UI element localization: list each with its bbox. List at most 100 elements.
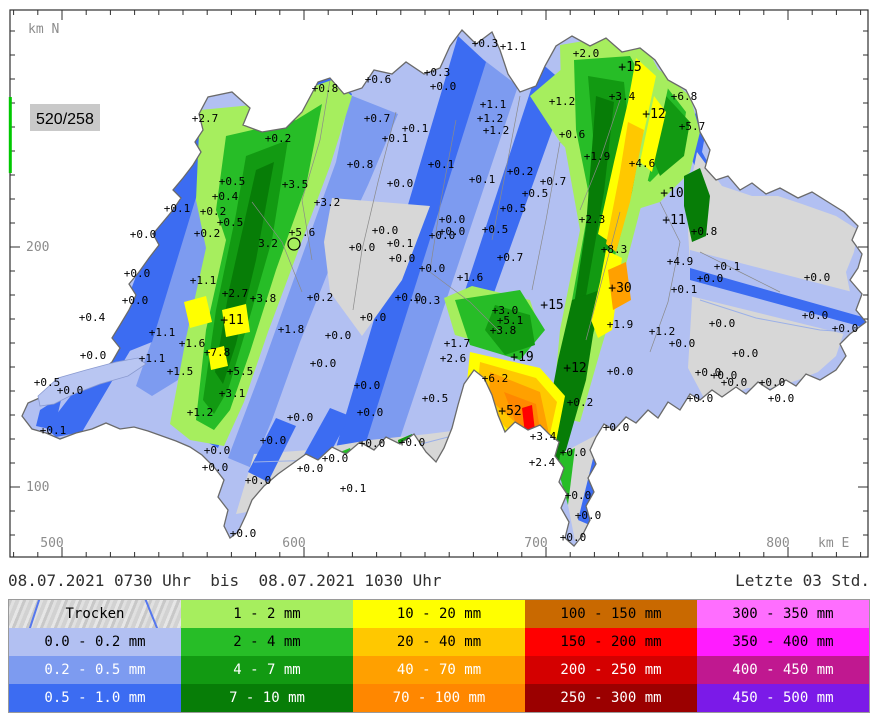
polyline-shape [579,99,621,211]
station-value: +1.1 [500,40,527,53]
legend-label: 2 - 4 mm [233,634,301,650]
y-axis-unit: km N [28,22,59,37]
station-value: +0.0 [230,527,257,540]
station-value: +1.9 [584,150,611,163]
legend-label: 0.5 - 1.0 mm [44,690,146,706]
legend-label: 10 - 20 mm [396,606,482,622]
polyline-shape [531,141,561,291]
time-period-line: 08.07.2021 0730 Uhr bis 08.07.2021 1030 … [8,571,870,590]
station-value: +0.0 [695,366,722,379]
station-value: +0.2 [307,291,334,304]
legend-label: Trocken [65,606,125,622]
station-value: +0.0 [354,379,381,392]
station-value: +0.0 [387,177,414,190]
station-value: +0.8 [691,225,718,238]
polygon-shape [36,396,62,430]
station-value: +1.2 [483,124,510,137]
station-value: +0.0 [430,80,457,93]
legend-cell-3-2: 200 - 250 mm [525,656,697,684]
legend-label: 20 - 40 mm [396,634,482,650]
station-values-layer: +2.7+0.2+0.8+0.6+0.3+0.0+0.3 +1.1+0.7+0.1… [34,37,859,544]
station-value: +0.0 [732,347,759,360]
legend-label: 1 - 2 mm [233,606,301,622]
legend-label: 4 - 7 mm [233,662,301,678]
station-value: +12 [563,361,586,376]
station-value: +0.1 [382,132,409,145]
legend-cell-0-0: Trocken [9,600,181,628]
station-value: +3.1 [219,387,246,400]
station-value: +3.8 [490,324,517,337]
legend-label: 0.0 - 0.2 mm [44,634,146,650]
legend-cell-3-1: 150 - 200 mm [525,628,697,656]
station-value: +3.2 [314,196,341,209]
station-value: +19 [510,350,533,365]
station-value: +0.1 [387,237,414,250]
legend-label: 400 - 450 mm [732,662,834,678]
legend-label: 300 - 350 mm [732,606,834,622]
station-value: +0.0 [832,322,859,335]
station-value: +0.6 [559,128,586,141]
station-value: +1.6 [457,271,484,284]
station-value: +0.6 [365,73,392,86]
station-value: +2.0 [573,47,600,60]
polygon-shape [608,262,631,310]
station-value: +0.0 [297,462,324,475]
station-value: +0.0 [245,474,272,487]
station-value: +0.5 [500,202,527,215]
station-circle-marker [287,237,301,251]
station-value: +0.3 [414,294,441,307]
legend-cell-4-0: 300 - 350 mm [697,600,869,628]
polygon-shape [485,305,535,355]
station-value: +0.0 [759,376,786,389]
station-value: +0.0 [202,461,229,474]
station-value: +0.1 [402,122,429,135]
legend-cell-2-2: 40 - 70 mm [353,656,525,684]
station-value: +0.1 [469,173,496,186]
station-value: +0.2 [200,205,227,218]
legend-cell-1-3: 7 - 10 mm [181,684,353,712]
station-value: +6.8 [671,90,698,103]
station-value: +0.5 [422,392,449,405]
legend-cell-2-0: 10 - 20 mm [353,600,525,628]
legend-cell-0-2: 0.2 - 0.5 mm [9,656,181,684]
canton-borders [251,79,781,353]
station-value: +1.2 [549,95,576,108]
polyline-shape [251,201,303,293]
station-value: +0.0 [560,446,587,459]
polyline-shape [301,79,331,261]
station-value: +0.0 [204,444,231,457]
station-value: +4.9 [667,255,694,268]
station-value: +1.2 [649,325,676,338]
station-value: +1.6 [179,337,206,350]
polyline-shape [429,119,457,271]
station-value: +0.5 [482,223,509,236]
station-value: +0.0 [603,421,630,434]
polyline-shape [699,251,781,293]
legend-label: 0.2 - 0.5 mm [44,662,146,678]
station-value: +0.0 [360,311,387,324]
station-value: +4.6 [629,157,656,170]
station-value: +3.4 [609,90,636,103]
polyline-shape [429,271,501,333]
station-value: +0.0 [560,531,587,544]
station-value: +0.2 [567,396,594,409]
precipitation-legend: Trocken 0.0 - 0.2 mm 0.2 - 0.5 mm 0.5 - 1.0… [8,599,870,713]
polyline-shape [585,211,621,341]
country-border [21,29,867,547]
polygon-shape [300,408,350,472]
station-value: +0.4 [79,311,106,324]
legend-label: 150 - 200 mm [560,634,662,650]
station-value: +0.5 [219,175,246,188]
legend-cell-0-3: 0.5 - 1.0 mm [9,684,181,712]
axis-highlight-segment [8,97,12,173]
station-value: +1.1 [139,352,166,365]
station-value: +0.0 [322,452,349,465]
station-value: +0.8 [312,82,339,95]
station-value: +1.9 [607,318,634,331]
polygon-shape [606,122,644,252]
station-value: +2.4 [529,456,556,469]
station-value: +0.1 [428,158,455,171]
station-value: +0.1 [40,424,67,437]
station-value: +3.8 [250,292,277,305]
station-value: +0.0 [124,267,151,280]
